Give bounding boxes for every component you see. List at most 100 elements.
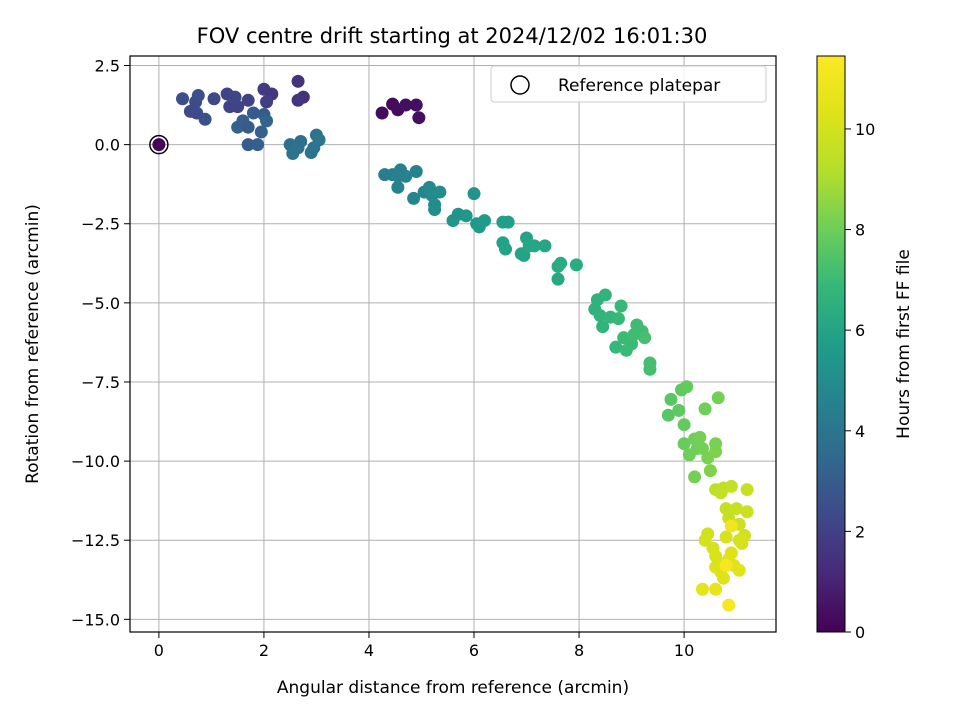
data-point bbox=[459, 209, 473, 223]
data-point bbox=[638, 331, 652, 345]
chart-title: FOV centre drift starting at 2024/12/02 … bbox=[197, 24, 708, 48]
data-point bbox=[291, 74, 305, 88]
data-point bbox=[198, 112, 212, 126]
data-point bbox=[517, 248, 531, 262]
data-point bbox=[554, 256, 568, 270]
colorbar-tick-label: 4 bbox=[855, 422, 865, 441]
data-point bbox=[698, 533, 712, 547]
data-point bbox=[412, 111, 426, 125]
y-tick-label: −7.5 bbox=[81, 373, 120, 392]
data-point bbox=[260, 95, 274, 109]
data-point bbox=[643, 362, 657, 376]
data-point bbox=[467, 187, 481, 201]
data-point bbox=[680, 380, 694, 394]
data-point bbox=[609, 340, 623, 354]
y-tick-label: −10.0 bbox=[71, 452, 120, 471]
colorbar-ticks: 0 2 4 6 8 10 bbox=[845, 120, 875, 642]
data-point bbox=[677, 418, 691, 432]
x-tick-label: 2 bbox=[259, 641, 269, 660]
data-point bbox=[596, 320, 610, 334]
data-point bbox=[207, 92, 221, 106]
data-point bbox=[246, 106, 260, 120]
data-point bbox=[732, 533, 746, 547]
y-axis-ticks: 2.5 0.0 −2.5 −5.0 −7.5 −10.0 −12.5 −15.0 bbox=[71, 56, 130, 629]
data-point bbox=[677, 437, 691, 451]
legend-box bbox=[490, 65, 767, 103]
data-point bbox=[688, 470, 702, 484]
data-point bbox=[611, 312, 625, 326]
data-point bbox=[703, 464, 717, 478]
data-point bbox=[241, 138, 255, 152]
data-point bbox=[478, 214, 492, 228]
data-point bbox=[724, 519, 738, 533]
data-point bbox=[375, 106, 389, 120]
data-point bbox=[569, 258, 583, 272]
data-point bbox=[724, 479, 738, 493]
data-point bbox=[399, 169, 413, 183]
x-tick-label: 10 bbox=[674, 641, 694, 660]
y-tick-label: −12.5 bbox=[71, 531, 120, 550]
data-points bbox=[152, 74, 754, 612]
data-point bbox=[312, 133, 326, 147]
data-point bbox=[664, 392, 678, 406]
colorbar-tick-label: 8 bbox=[855, 221, 865, 240]
data-point bbox=[719, 559, 733, 573]
data-point bbox=[391, 180, 405, 194]
data-point bbox=[740, 483, 754, 497]
legend-reference-marker bbox=[510, 75, 530, 95]
data-point bbox=[176, 92, 190, 106]
data-point bbox=[499, 242, 513, 256]
y-tick-label: −15.0 bbox=[71, 610, 120, 629]
data-point bbox=[698, 402, 712, 416]
data-point bbox=[260, 114, 274, 128]
colorbar-tick-label: 6 bbox=[855, 321, 865, 340]
data-point bbox=[716, 571, 730, 585]
data-point bbox=[409, 98, 423, 112]
colorbar-tick-label: 0 bbox=[855, 623, 865, 642]
data-point bbox=[598, 288, 612, 302]
data-point bbox=[614, 299, 628, 313]
data-point bbox=[527, 239, 541, 253]
data-point bbox=[730, 502, 744, 516]
x-tick-label: 8 bbox=[574, 641, 584, 660]
reference-platepar-marker bbox=[149, 134, 169, 155]
data-point bbox=[294, 134, 308, 148]
data-point bbox=[241, 93, 255, 107]
colorbar bbox=[816, 55, 846, 633]
data-point bbox=[695, 441, 709, 455]
data-point bbox=[251, 138, 265, 152]
data-point bbox=[695, 582, 709, 596]
data-point bbox=[732, 563, 746, 577]
data-point bbox=[433, 185, 447, 199]
colorbar-tick-label: 10 bbox=[855, 120, 875, 139]
y-tick-label: 0.0 bbox=[95, 136, 120, 155]
data-point bbox=[409, 165, 423, 179]
data-point bbox=[709, 437, 723, 451]
data-point bbox=[254, 125, 268, 139]
reference-marker-layer bbox=[149, 134, 169, 155]
x-tick-label: 4 bbox=[364, 641, 374, 660]
y-axis-label: Rotation from reference (arcmin) bbox=[23, 204, 43, 484]
x-axis-label: Angular distance from reference (arcmin) bbox=[277, 678, 629, 698]
plot-frame bbox=[129, 55, 777, 633]
data-point bbox=[538, 239, 552, 253]
data-point bbox=[551, 272, 565, 286]
data-point bbox=[724, 546, 738, 560]
data-point bbox=[152, 138, 166, 152]
data-point bbox=[672, 403, 686, 417]
data-point bbox=[428, 202, 442, 216]
data-point bbox=[693, 430, 707, 444]
y-tick-label: −5.0 bbox=[81, 294, 120, 313]
data-point bbox=[291, 93, 305, 107]
data-point bbox=[399, 98, 413, 112]
data-point bbox=[719, 530, 733, 544]
data-point bbox=[228, 90, 242, 104]
data-point bbox=[711, 391, 725, 405]
data-point bbox=[709, 582, 723, 596]
legend: Reference platepar bbox=[490, 65, 767, 103]
data-point bbox=[191, 89, 205, 103]
data-point bbox=[722, 598, 736, 612]
data-point bbox=[501, 215, 515, 229]
colorbar-label: Hours from first FF file bbox=[894, 249, 914, 439]
